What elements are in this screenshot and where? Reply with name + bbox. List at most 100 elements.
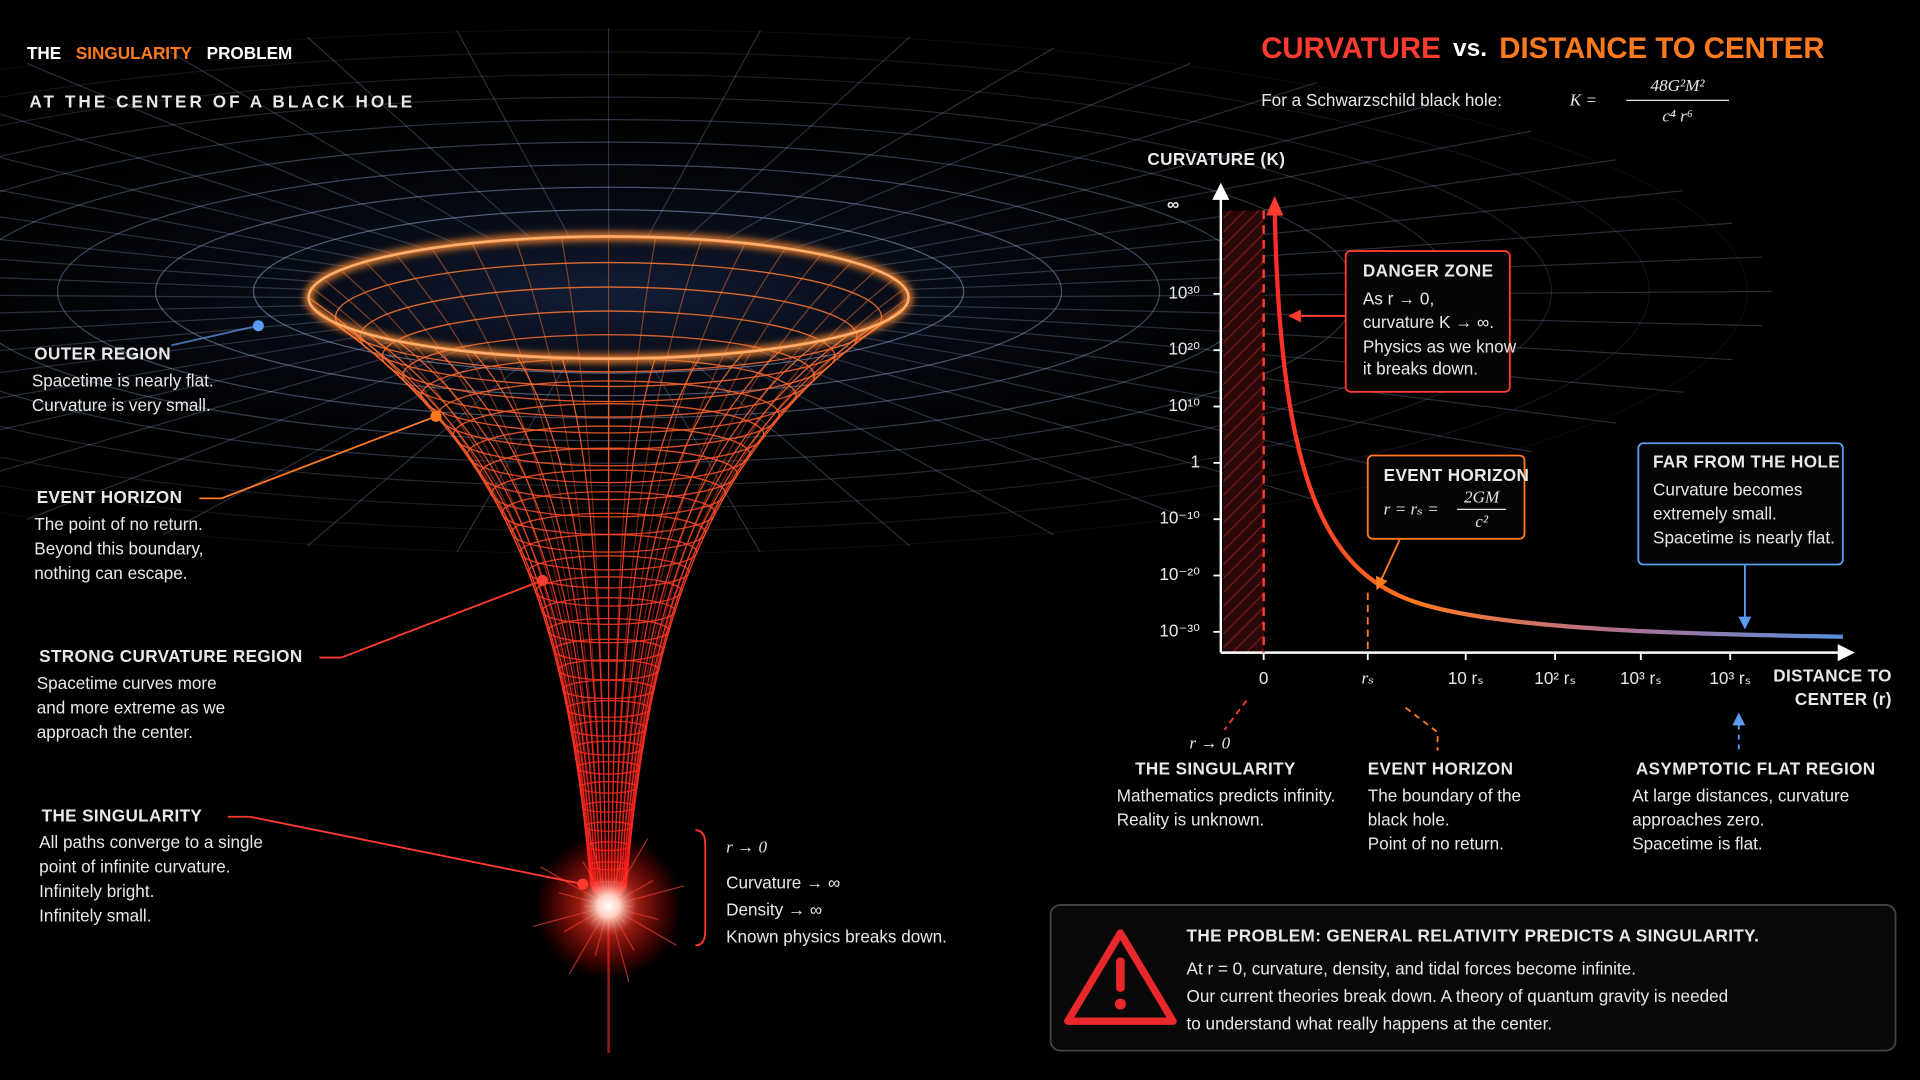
- funnel-meridian: [607, 240, 702, 909]
- box-text: curvature K → ∞.: [1363, 312, 1494, 332]
- region-text: and more extreme as we: [37, 698, 225, 718]
- box-title: FAR FROM THE HOLE: [1653, 451, 1840, 471]
- grid-spoke: [456, 357, 570, 553]
- connector: [1223, 699, 1248, 731]
- title-word: PROBLEM: [207, 42, 293, 62]
- singularity-glow: [535, 832, 683, 980]
- grid-spoke: [758, 62, 1191, 246]
- grid-spoke: [685, 356, 911, 547]
- chart-title-part: vs.: [1453, 36, 1487, 63]
- region-text: point of infinite curvature.: [39, 857, 230, 877]
- chart-title-part: CURVATURE: [1261, 32, 1441, 65]
- funnel-meridian: [311, 287, 610, 909]
- y-tick-label: 1: [1190, 451, 1200, 471]
- y-tick-label: 10³⁰: [1168, 282, 1200, 302]
- warning-dot: [1114, 998, 1126, 1010]
- box-formula: r = rₛ =: [1384, 500, 1439, 519]
- region-dot: [430, 410, 442, 422]
- note-formula: r → 0: [726, 838, 767, 857]
- box-text: Physics as we know: [1363, 336, 1517, 356]
- region-dot: [536, 574, 548, 586]
- problem-text: At r = 0, curvature, density, and tidal …: [1187, 958, 1636, 978]
- grid-spoke: [307, 36, 532, 239]
- far-box: [1637, 442, 1844, 566]
- grid-spoke: [647, 357, 761, 553]
- y-tick-label: 10⁻²⁰: [1159, 564, 1200, 584]
- region-title: STRONG CURVATURE REGION: [39, 646, 302, 666]
- grid-spoke: [0, 327, 349, 374]
- grid-spoke: [0, 334, 371, 399]
- grid-spoke: [0, 320, 332, 352]
- grid-spoke: [820, 104, 1432, 255]
- annotation-title: THE SINGULARITY: [1135, 759, 1296, 779]
- annotation-text: Reality is unknown.: [1117, 810, 1265, 830]
- funnel-meridian: [608, 345, 786, 909]
- funnel-meridian: [340, 269, 610, 909]
- funnel-meridian: [561, 238, 610, 909]
- subtitle: AT THE CENTER OF A BLACK HOLE: [29, 91, 415, 111]
- problem-title: THE PROBLEM: GENERAL RELATIVITY PREDICTS…: [1187, 925, 1760, 945]
- annotation-formula: r → 0: [1189, 733, 1230, 752]
- funnel-meridian: [471, 243, 610, 909]
- grid-spoke: [0, 258, 319, 283]
- page-title: THE SINGULARITY PROBLEM: [27, 42, 292, 62]
- funnel-meridian: [431, 248, 610, 909]
- funnel-meridian: [396, 339, 610, 909]
- grid-spoke: [758, 350, 1191, 520]
- box-text: Curvature becomes: [1653, 480, 1802, 500]
- connector: [249, 815, 584, 885]
- chart-title: CURVATURE vs. DISTANCE TO CENTER: [1261, 32, 1824, 65]
- grid-spoke: [898, 222, 1733, 283]
- box-formula: 2GM: [1464, 487, 1501, 506]
- grid-spoke: [885, 190, 1684, 275]
- annotation-text: Mathematics predicts infinity.: [1117, 786, 1336, 806]
- box-text: extremely small.: [1653, 503, 1777, 523]
- title-word: SINGULARITY: [76, 42, 193, 62]
- y-axis-label: CURVATURE (K): [1147, 149, 1285, 169]
- grid-spoke: [685, 36, 911, 239]
- region-text: All paths converge to a single: [39, 832, 263, 852]
- annotation-leader: [1405, 707, 1439, 751]
- grid-spoke: [723, 47, 1055, 242]
- region-dot: [577, 878, 589, 890]
- grid-spoke: [846, 334, 1532, 453]
- formula-intro: For a Schwarzschild black hole:: [1261, 90, 1502, 110]
- x-tick-label: 10 rₛ: [1448, 668, 1484, 688]
- funnel-meridian: [608, 261, 852, 909]
- region-text: Spacetime is nearly flat.: [32, 371, 214, 391]
- funnel-meridian: [431, 345, 610, 909]
- funnel-meridian: [607, 243, 746, 909]
- y-tick-label: 10⁻¹⁰: [1159, 508, 1200, 528]
- grid-spoke: [456, 30, 570, 238]
- grid-spoke: [0, 340, 397, 431]
- grid-spoke: [0, 238, 332, 275]
- annotation-text: approaches zero.: [1632, 810, 1764, 830]
- grid-spoke: [0, 113, 427, 250]
- funnel-meridian: [608, 269, 877, 909]
- y-tick-label: 10²⁰: [1168, 339, 1200, 359]
- box-title: EVENT HORIZON: [1384, 465, 1530, 485]
- rim: [307, 235, 910, 360]
- region-text: The point of no return.: [34, 514, 203, 534]
- y-infinity: ∞: [1167, 194, 1179, 214]
- chart-title-part: DISTANCE TO CENTER: [1499, 32, 1824, 65]
- grid-spoke: [908, 290, 1772, 299]
- funnel-meridian: [515, 240, 610, 909]
- region-text: Beyond this boundary,: [34, 538, 203, 558]
- x-tick-label: 10³ rₛ: [1709, 668, 1751, 688]
- region-text: Infinitely bright.: [39, 881, 154, 901]
- connector: [171, 324, 259, 347]
- x-tick-label: 10³ rₛ: [1620, 668, 1662, 688]
- box-arrow: [1376, 539, 1401, 591]
- funnel-meridian: [608, 339, 822, 909]
- bracket: [695, 829, 707, 947]
- labels: THE SINGULARITY PROBLEM AT THE CENTER OF A …: [27, 32, 1897, 1052]
- x-tick-label: 10² rₛ: [1534, 668, 1576, 688]
- grid-spoke: [307, 356, 532, 547]
- funnel-meridian: [608, 287, 906, 909]
- region-title: THE SINGULARITY: [42, 805, 203, 825]
- horizon-box: [1366, 454, 1526, 540]
- region-text: Infinitely small.: [39, 906, 151, 926]
- warning-icon: [1064, 929, 1177, 1025]
